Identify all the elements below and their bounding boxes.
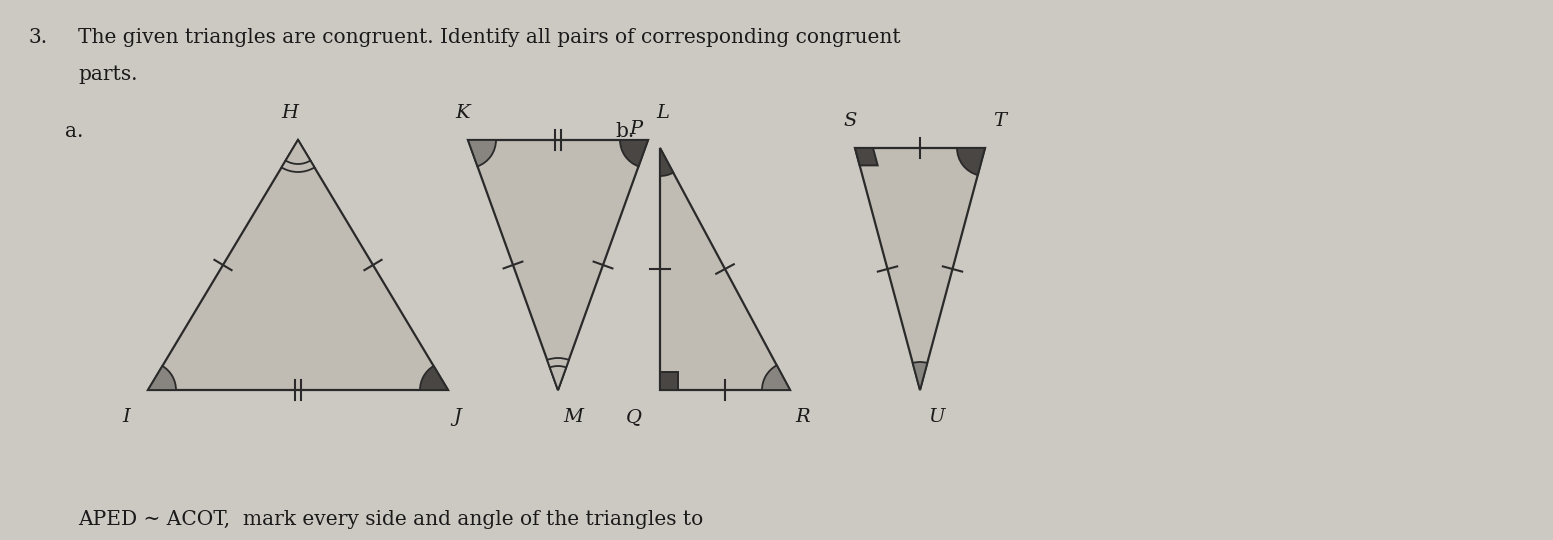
Text: M: M (564, 408, 582, 426)
Text: Q: Q (626, 408, 641, 426)
Wedge shape (419, 366, 447, 390)
Polygon shape (467, 140, 648, 390)
Text: T: T (992, 112, 1006, 130)
Wedge shape (660, 148, 674, 176)
Wedge shape (913, 362, 927, 390)
Polygon shape (148, 140, 447, 390)
Text: a.: a. (65, 122, 84, 141)
Wedge shape (957, 148, 985, 175)
Text: R: R (795, 408, 809, 426)
Wedge shape (148, 366, 175, 390)
Text: 3.: 3. (28, 28, 47, 47)
Polygon shape (856, 148, 985, 390)
Text: J: J (453, 408, 461, 426)
Text: I: I (123, 408, 130, 426)
Polygon shape (856, 148, 877, 165)
Wedge shape (467, 140, 495, 166)
Text: P: P (629, 120, 641, 138)
Text: b.: b. (615, 122, 634, 141)
Polygon shape (660, 148, 790, 390)
Wedge shape (550, 366, 567, 390)
Text: K: K (455, 104, 471, 122)
Wedge shape (286, 140, 311, 164)
Text: L: L (655, 104, 669, 122)
Wedge shape (763, 366, 790, 390)
Text: The given triangles are congruent. Identify all pairs of corresponding congruent: The given triangles are congruent. Ident… (78, 28, 901, 47)
Polygon shape (660, 372, 679, 390)
Text: S: S (843, 112, 857, 130)
Wedge shape (547, 358, 568, 390)
Text: parts.: parts. (78, 65, 138, 84)
Wedge shape (620, 140, 648, 166)
Text: APED ∼ ACOT,  mark every side and angle of the triangles to: APED ∼ ACOT, mark every side and angle o… (78, 510, 704, 529)
Text: U: U (929, 408, 944, 426)
Wedge shape (281, 140, 314, 172)
Text: H: H (281, 104, 298, 122)
